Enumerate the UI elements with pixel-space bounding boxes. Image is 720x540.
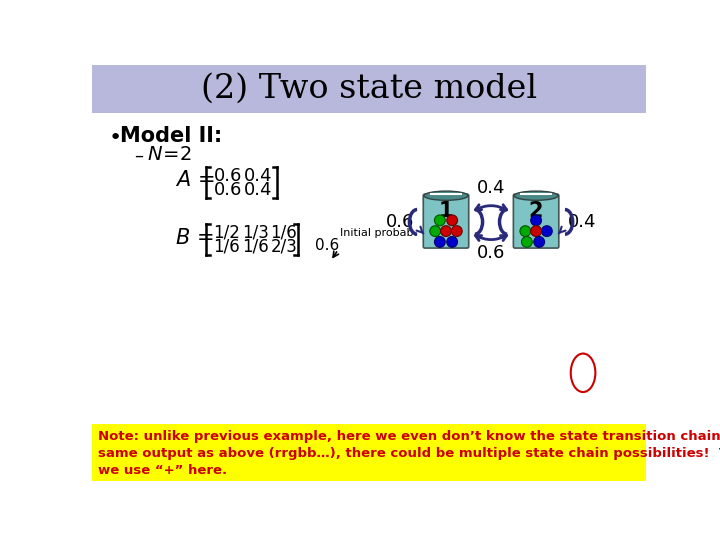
Text: 0.6: 0.6	[213, 181, 242, 199]
Text: 1: 1	[438, 201, 454, 221]
FancyBboxPatch shape	[513, 194, 559, 248]
Text: same output as above (rrgbb…), there could be multiple state chain possibilities: same output as above (rrgbb…), there cou…	[98, 447, 720, 460]
Text: 1/6: 1/6	[212, 238, 240, 255]
Circle shape	[534, 237, 544, 247]
Text: 0.6: 0.6	[315, 238, 339, 253]
Text: Initial probab.: Initial probab.	[340, 228, 417, 238]
Text: 1/2: 1/2	[212, 224, 240, 242]
Text: $B\,=$: $B\,=$	[175, 228, 214, 248]
Circle shape	[531, 226, 541, 237]
Text: 1/6: 1/6	[271, 224, 297, 242]
Text: 0.4: 0.4	[477, 179, 505, 197]
Circle shape	[434, 237, 445, 247]
Text: 1/3: 1/3	[242, 224, 269, 242]
Circle shape	[521, 237, 532, 247]
Circle shape	[430, 226, 441, 237]
Text: 2/3: 2/3	[271, 238, 297, 255]
Text: Note: unlike previous example, here we even don’t know the state transition chai: Note: unlike previous example, here we e…	[98, 430, 720, 443]
Circle shape	[451, 226, 462, 237]
Circle shape	[441, 226, 451, 237]
Text: 2: 2	[528, 201, 544, 221]
Text: 0.6: 0.6	[386, 213, 415, 231]
Text: 0.6: 0.6	[477, 244, 505, 262]
FancyBboxPatch shape	[423, 194, 469, 248]
Bar	[92, 65, 647, 112]
Text: $A\,=$: $A\,=$	[175, 170, 215, 190]
Ellipse shape	[424, 191, 468, 200]
Text: 0.4: 0.4	[244, 181, 273, 199]
Text: –: –	[134, 146, 143, 164]
Circle shape	[434, 215, 445, 226]
Text: •: •	[109, 128, 122, 148]
Ellipse shape	[514, 191, 558, 200]
Circle shape	[531, 215, 541, 226]
Text: $N\!=\!2$: $N\!=\!2$	[148, 145, 192, 164]
Circle shape	[447, 237, 457, 247]
Text: Model II:: Model II:	[120, 126, 222, 146]
Bar	[92, 423, 647, 481]
Text: 0.6: 0.6	[213, 167, 242, 185]
Text: (2) Two state model: (2) Two state model	[201, 73, 537, 105]
Text: we use “+” here.: we use “+” here.	[98, 464, 227, 477]
Text: 0.4: 0.4	[567, 213, 596, 231]
Text: 1/6: 1/6	[242, 238, 269, 255]
Text: 0.4: 0.4	[244, 167, 273, 185]
Circle shape	[520, 226, 531, 237]
Circle shape	[541, 226, 552, 237]
Circle shape	[447, 215, 457, 226]
